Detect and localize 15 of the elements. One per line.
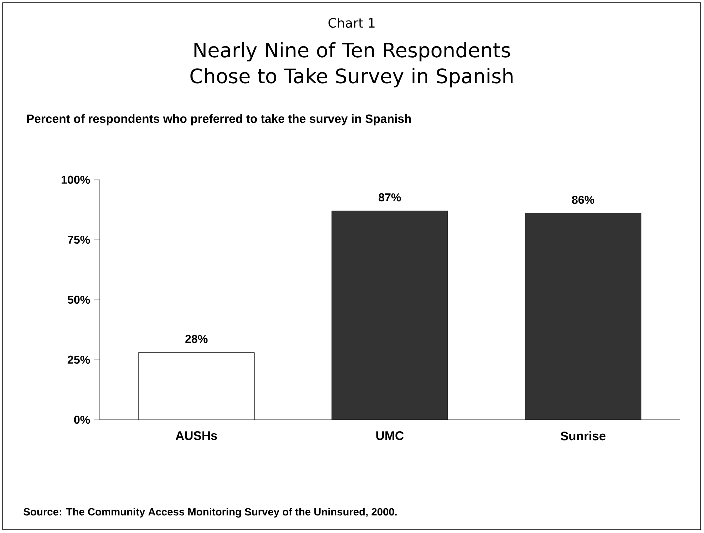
- data-label: 86%: [572, 196, 594, 204]
- y-axis-title: Percent of respondents who preferred to take the survey in Spanish: [27, 114, 412, 126]
- data-label: 28%: [186, 335, 208, 344]
- source-note: Source: The Community Access Monitoring Survey of the Uninsured, 2000.: [24, 508, 397, 518]
- y-tick-label: 25%: [68, 356, 90, 364]
- chart-subtitle: Chart 1: [328, 18, 375, 28]
- x-tick-label: AUSHs: [176, 432, 218, 440]
- y-tick-label: 100%: [62, 176, 90, 184]
- data-label: 87%: [378, 194, 402, 202]
- x-tick-label: Sunrise: [560, 432, 606, 441]
- y-tick-label: 0%: [74, 416, 90, 424]
- x-tick-label: UMC: [376, 432, 404, 440]
- y-tick-label: 75%: [68, 236, 90, 244]
- chart-title: Nearly Nine of Ten Respondents Chose to Take Survey in Spanish: [190, 42, 513, 88]
- y-tick-label: 50%: [68, 296, 90, 304]
